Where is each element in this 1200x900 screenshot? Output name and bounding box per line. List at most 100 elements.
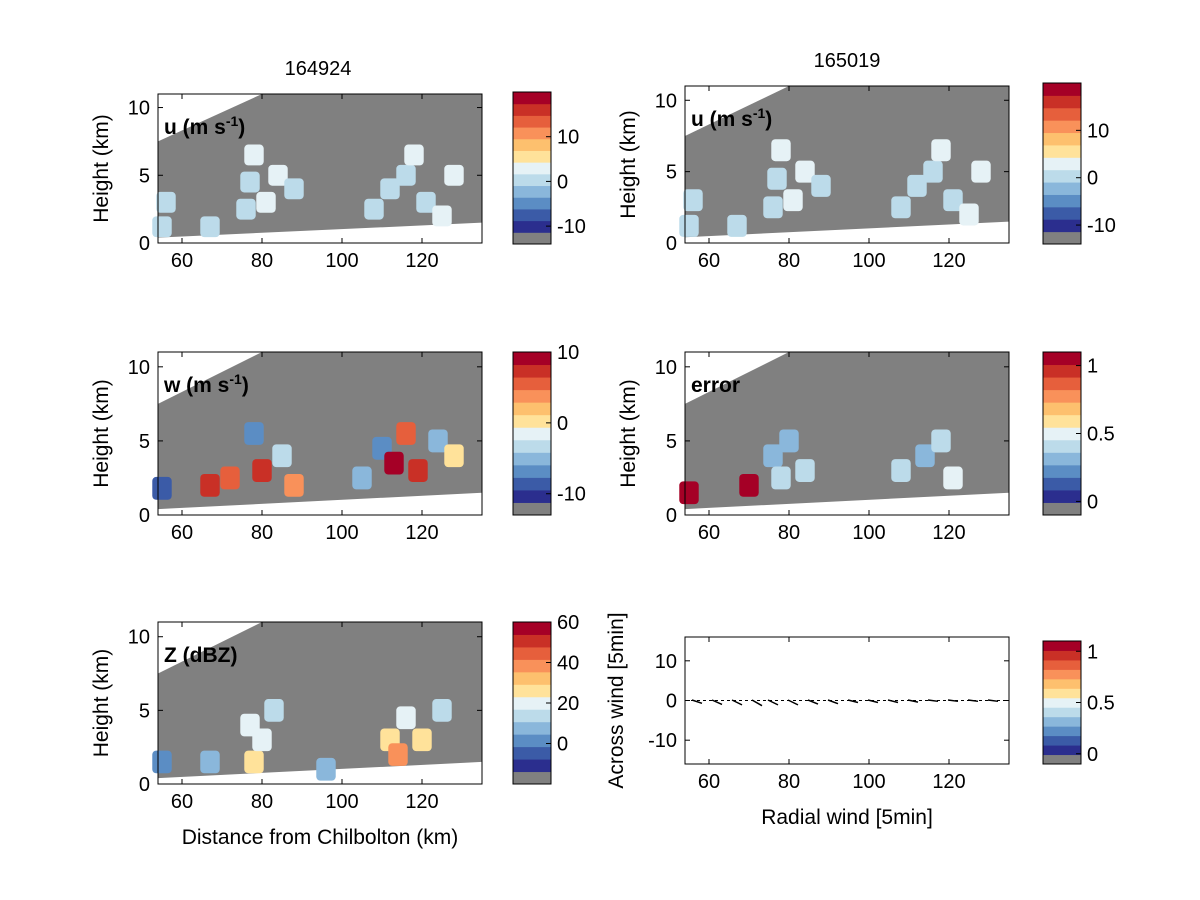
colorbar-swatch (513, 173, 551, 187)
colorbar-swatch (513, 464, 551, 478)
colorbar-swatch (1043, 735, 1081, 746)
colorbar-swatch (513, 389, 551, 403)
colorbar-tick-label: 10 (557, 127, 579, 149)
data-cell (428, 429, 448, 453)
colorbar-tick-label: -10 (557, 216, 586, 238)
y-tick-label: 5 (139, 431, 150, 453)
panel-Z-164924: Z (dBZ) 60 80 100 120 0 5 10 Height (km) Distance… (90, 612, 579, 849)
wind-arrow (827, 699, 839, 705)
colorbar: 10.50 (1042, 351, 1115, 516)
colorbar-swatch (1043, 641, 1081, 651)
y-axis-label: Height (km) (90, 649, 113, 758)
y-tick-label: 10 (655, 651, 677, 673)
data-cell (444, 164, 464, 186)
y-tick-label: 10 (655, 90, 677, 112)
wind-arrow (731, 699, 743, 706)
colorbar-swatch (1043, 157, 1081, 171)
colorbar-swatch (513, 127, 551, 140)
colorbar-swatch (513, 103, 551, 116)
colorbar-swatch (1043, 659, 1081, 670)
colorbar-swatch (1043, 489, 1081, 503)
colorbar-swatch (513, 477, 551, 491)
data-cell (200, 216, 220, 238)
data-cell (679, 214, 699, 237)
data-cell (971, 160, 991, 183)
colorbar-tick-label: -10 (1087, 215, 1116, 237)
colorbar-swatch (1043, 716, 1081, 727)
colorbar-swatch (1043, 120, 1081, 134)
x-tick-label: 60 (698, 522, 720, 544)
colorbar-swatch (513, 502, 551, 516)
y-tick-label: 10 (128, 98, 150, 120)
data-cell (811, 174, 831, 197)
data-cell (252, 459, 272, 482)
data-cell (432, 205, 452, 227)
wind-arrow (867, 699, 879, 704)
colorbar-swatch (1043, 452, 1081, 466)
colorbar-tick-label: 0 (1087, 168, 1098, 190)
x-tick-label: 120 (405, 250, 438, 272)
data-cell (432, 699, 452, 722)
colorbar-swatch (1043, 206, 1081, 220)
colorbar-swatch (513, 452, 551, 466)
data-cell (152, 750, 172, 774)
colorbar-tick-label: 20 (557, 693, 579, 715)
data-cell (679, 481, 699, 505)
colorbar-swatch (1043, 669, 1081, 680)
x-axis-label: Distance from Chilbolton (km) (182, 826, 459, 849)
data-cell (943, 466, 963, 490)
colorbar-swatch (1043, 364, 1081, 378)
colorbar-swatch (513, 364, 551, 378)
x-tick-label: 60 (171, 250, 193, 272)
y-tick-label: 10 (128, 357, 150, 379)
x-tick-label: 80 (778, 250, 800, 272)
data-cell (200, 473, 220, 497)
colorbar-tick-label: 0.5 (1087, 424, 1115, 446)
data-cell (891, 459, 911, 482)
data-cell (264, 699, 284, 722)
colorbar-swatch (513, 622, 551, 635)
data-cell (795, 160, 815, 183)
x-axis-label: Radial wind [5min] (761, 806, 933, 829)
y-tick-label: 5 (139, 165, 150, 187)
data-cell (891, 196, 911, 219)
data-cell (388, 743, 408, 766)
y-tick-label: 5 (139, 700, 150, 722)
wind-arrow (887, 699, 899, 704)
data-cell (396, 422, 416, 445)
colorbar-frame (512, 351, 552, 516)
colorbar-tick-label: 60 (557, 612, 579, 634)
colorbar-swatch (1043, 678, 1081, 689)
colorbar-swatch (513, 439, 551, 453)
x-tick-label: 100 (325, 791, 358, 813)
colorbar: 10 0 -10 (512, 342, 586, 516)
data-cell (396, 164, 416, 186)
colorbar-tick-label: 40 (557, 653, 579, 675)
colorbar-swatch (1043, 464, 1081, 478)
colorbar-swatch (1043, 650, 1081, 661)
colorbar-swatch (1043, 194, 1081, 208)
data-cell (364, 198, 384, 220)
x-tick-label: 80 (778, 771, 800, 793)
y-axis-label: Across wind [5min] (605, 612, 628, 788)
data-cell (408, 459, 428, 482)
data-cell (396, 706, 416, 730)
colorbar-swatch (1043, 107, 1081, 121)
colorbar-swatch (513, 684, 551, 698)
data-cell (771, 466, 791, 490)
colorbar-tick-label: 0 (557, 734, 568, 756)
colorbar-swatch (513, 185, 551, 198)
colorbar-swatch (513, 232, 551, 245)
data-cell (384, 451, 404, 475)
colorbar: 10 0 -10 (1042, 82, 1116, 245)
x-tick-label: 80 (778, 522, 800, 544)
wind-arrow (947, 699, 959, 703)
colorbar-tick-label: 0 (557, 413, 568, 435)
y-tick-label: 0 (666, 505, 677, 527)
wind-arrow (691, 699, 703, 705)
colorbar-swatch (1043, 169, 1081, 183)
data-cell (763, 444, 783, 468)
